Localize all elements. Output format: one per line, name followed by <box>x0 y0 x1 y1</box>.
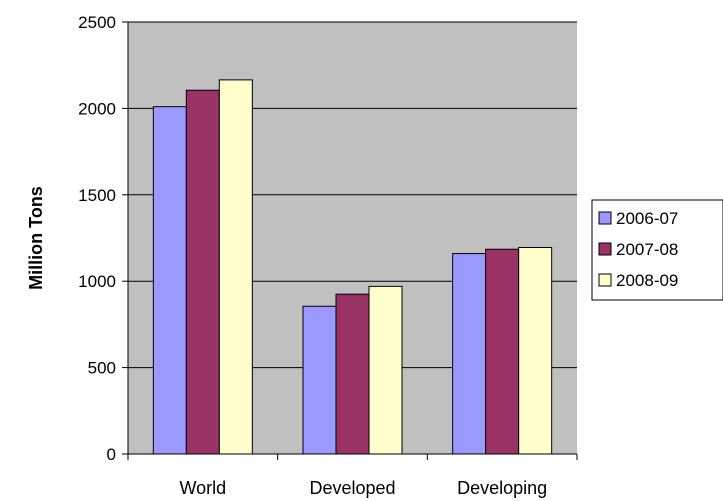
bars <box>152 79 553 455</box>
legend-swatch <box>598 242 612 256</box>
legend-label: 2008-09 <box>616 271 678 290</box>
y-axis-label: Million Tons <box>26 186 46 290</box>
legend: 2006-07 2007-08 2008-09 <box>591 199 723 301</box>
y-tick-label: 2500 <box>78 13 116 32</box>
axes <box>127 22 577 455</box>
y-tick-label: 500 <box>88 359 116 378</box>
bar-world-2008-09 <box>218 79 253 455</box>
bar-developed-2006-07 <box>302 305 337 455</box>
bar-developing-2007-08 <box>485 248 520 455</box>
legend-box <box>591 199 723 301</box>
bar-developing-2006-07 <box>452 253 487 455</box>
y-tick-label: 1000 <box>78 272 116 291</box>
x-tick-label: World <box>179 478 226 498</box>
legend-swatch <box>598 211 612 225</box>
x-tick-label: Developing <box>457 478 547 498</box>
x-tick-label: Developed <box>309 478 395 498</box>
bar-developed-2008-09 <box>368 285 403 455</box>
y-tick-label: 0 <box>107 445 116 464</box>
bar-world-2006-07 <box>152 106 187 455</box>
bar-developed-2007-08 <box>335 293 370 455</box>
y-tick-label: 1500 <box>78 186 116 205</box>
legend-label: 2006-07 <box>616 209 678 228</box>
bar-developing-2008-09 <box>518 247 553 455</box>
x-tick-labels: World Developed Developing <box>127 454 578 498</box>
legend-label: 2007-08 <box>616 240 678 259</box>
y-tick-labels: 0 500 1000 1500 2000 2500 <box>78 13 128 464</box>
y-tick-label: 2000 <box>78 99 116 118</box>
bar-world-2007-08 <box>185 89 220 455</box>
legend-swatch <box>598 273 612 287</box>
